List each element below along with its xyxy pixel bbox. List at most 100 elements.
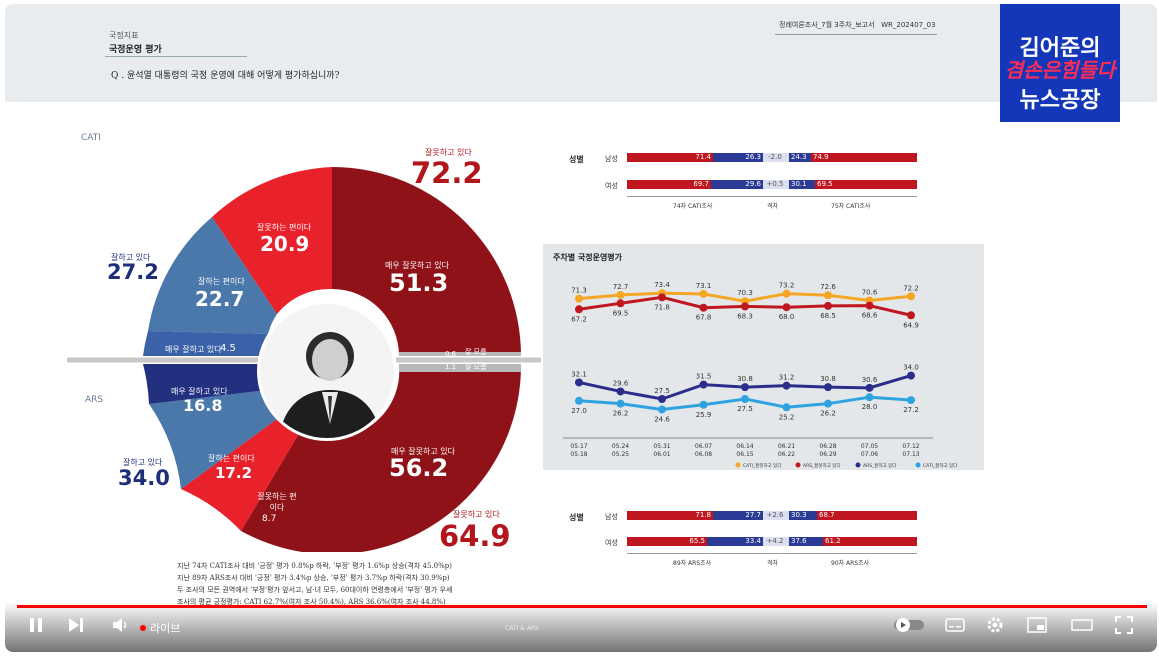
data-label: 67.8: [696, 314, 712, 322]
pos-a-bar: 33.4: [707, 537, 763, 546]
gender-ars-row-label: 남성: [605, 513, 618, 521]
theater-mode-button[interactable]: [1071, 616, 1093, 639]
cati-positive-total: 27.2: [107, 260, 159, 284]
data-point: [907, 292, 915, 301]
data-point: [782, 381, 791, 390]
note-line-3: 두 조사의 모든 권역에서 '부정'평가 앞서고, 남·녀 모두, 60대이하 …: [177, 586, 453, 594]
volume-button[interactable]: [111, 616, 129, 639]
settings-button[interactable]: [986, 616, 1004, 639]
gender-ars-row-label: 여성: [605, 539, 618, 547]
data-label: 73.1: [696, 282, 712, 290]
ars-somewhat-negative-slice: [181, 416, 301, 531]
donut-chart: [67, 167, 541, 552]
data-point: [658, 293, 666, 302]
data-label: 30.8: [737, 375, 753, 383]
data-point: [575, 305, 583, 314]
miniplayer-button[interactable]: [1027, 616, 1047, 639]
slide: 국정지표 국정운영 평가 Q . 윤석열 대통령의 국정 운영에 대해 어떻게 …: [5, 4, 1157, 652]
tick-label: 06.15: [736, 451, 753, 458]
divider: [627, 553, 917, 554]
autoplay-toggle[interactable]: [893, 616, 929, 639]
data-point: [741, 383, 749, 392]
tick-label: 07.06: [861, 451, 878, 458]
data-label: 68.3: [737, 312, 753, 320]
logo-line-1: 김어준의: [1019, 36, 1101, 61]
channel-logo: 김어준의 겸손은힘들다 뉴스공장: [1000, 4, 1120, 122]
ars-positive-total-label: 잘하고 있다: [123, 458, 163, 467]
divider: [105, 56, 247, 57]
ars-positive-total: 34.0: [118, 466, 170, 490]
legend-label: ARS_잘못하고 있다: [803, 462, 841, 469]
note-line-1: 지난 74차 CATI조사 대비 '긍정' 평가 0.8%p 하락, '부정' …: [177, 562, 452, 570]
tick-label: 06.28: [819, 443, 836, 450]
video-frame[interactable]: 국정지표 국정운영 평가 Q . 윤석열 대통령의 국정 운영에 대해 어떻게 …: [5, 4, 1157, 652]
data-label: 25.9: [696, 411, 712, 419]
neg-a-bar: 71.4: [627, 153, 713, 162]
progress-bar[interactable]: [17, 605, 1147, 608]
gender-cati-row: 71.4 26.3 -2.0 24.3 74.9: [627, 153, 917, 162]
data-label: 34.0: [903, 364, 919, 372]
tick-label: 06.29: [819, 451, 836, 458]
data-label: 64.9: [903, 321, 919, 329]
cati-very-positive-slice: [143, 331, 268, 356]
president-photo: [257, 301, 397, 441]
pos-b-bar: 37.6: [789, 537, 823, 546]
trend-chart: 주차별 국정운영평가 71.3 72.7 73.4 73.1 70.3 73.2 72.6 7…: [543, 244, 984, 470]
chapter-title[interactable]: CATI & ARS: [505, 625, 539, 632]
neg-b-bar: 74.9: [811, 153, 917, 162]
data-label: 68.5: [820, 312, 836, 320]
theater-icon: [1071, 619, 1093, 631]
data-point: [865, 301, 874, 310]
gender-cati-heading: 성별: [569, 155, 584, 164]
report-code: WR_202407_03: [881, 21, 936, 29]
tick-label: 05.17: [570, 443, 587, 450]
data-label: 72.2: [903, 284, 919, 292]
data-point: [616, 387, 625, 396]
data-label: 27.5: [737, 405, 753, 413]
subtitles-button[interactable]: [945, 616, 965, 639]
live-indicator-icon: [140, 625, 146, 631]
data-point: [824, 383, 832, 392]
player-controls: [5, 602, 1157, 652]
pause-button[interactable]: [27, 616, 45, 639]
data-point: [699, 380, 708, 389]
data-label: 26.2: [613, 410, 629, 418]
cati-negative-total-label: 잘못하고 있다: [425, 148, 472, 157]
fullscreen-icon: [1115, 616, 1133, 634]
cati-very-positive-value: 4.5: [220, 343, 236, 354]
logo-line-2: 겸손은힘들다: [1004, 58, 1116, 82]
ars-negative-total: 64.9: [439, 519, 511, 553]
live-label[interactable]: 라이브: [150, 622, 181, 635]
gender-cati-footer-b: 75차 CATI조사: [831, 203, 871, 210]
ars-dont-know-slice: [399, 364, 521, 372]
tick-label: 06.21: [778, 443, 795, 450]
ars-very-negative-slice: [241, 364, 522, 552]
data-point: [782, 289, 791, 298]
data-point: [575, 294, 583, 303]
tick-label: 06.07: [695, 443, 712, 450]
ars-label: ARS: [85, 395, 104, 405]
next-button[interactable]: [67, 616, 85, 639]
data-label: 67.2: [571, 315, 587, 323]
data-point: [699, 289, 708, 298]
survey-question: Q . 윤석열 대통령의 국정 운영에 대해 어떻게 평가하십니까?: [111, 71, 340, 81]
gender-ars-heading: 성별: [569, 513, 584, 522]
ars-somewhat-negative-label: 잘못하는 편이다: [257, 492, 297, 512]
data-point: [575, 396, 583, 405]
ars-negative-total-label: 잘못하고 있다: [453, 510, 500, 519]
legend-marker: [855, 462, 861, 468]
tick-label: 06.14: [736, 443, 753, 450]
legend-label: CATI_잘하고 있다: [923, 462, 958, 469]
cati-very-negative-value: 51.3: [389, 269, 449, 297]
gender-ars-row: 71.8 27.7 +2.6 30.3 68.7: [627, 511, 917, 520]
data-point: [782, 403, 791, 412]
tick-label: 07.12: [902, 443, 919, 450]
trend-title: 주차별 국정운영평가: [553, 253, 623, 262]
data-label: 30.6: [862, 376, 878, 384]
trend-plot: 71.3 72.7 73.4 73.1 70.3 73.2 72.6 70.6 72.2 67.2…: [563, 281, 958, 469]
fullscreen-button[interactable]: [1115, 616, 1133, 639]
data-point: [907, 396, 915, 405]
data-label: 30.8: [820, 375, 836, 383]
data-label: 68.0: [779, 313, 795, 321]
data-label: 27.0: [571, 407, 587, 415]
